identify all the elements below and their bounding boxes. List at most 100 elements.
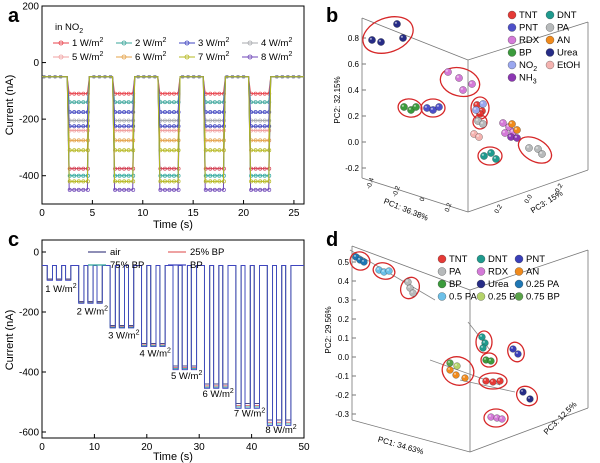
a-marker [217,148,222,153]
a-marker [162,173,167,178]
d-ytick-label: -0.1 [335,372,349,381]
b-legend-label: TNT [519,10,538,21]
a-marker [217,110,222,115]
b-legend-label: DNT [557,10,577,21]
a-marker [212,187,217,192]
a-marker [217,173,222,178]
b-legend-marker [507,10,517,20]
a-marker [113,166,118,171]
a-marker [267,179,272,184]
a-marker [113,179,118,184]
a-marker [267,187,272,192]
b-point [538,150,546,158]
a-marker [212,110,217,115]
d-legend-marker [476,267,486,276]
a-marker [72,138,77,143]
a-marker [172,166,176,171]
a-marker [212,166,217,171]
a-marker [117,148,122,153]
a-marker [81,187,86,192]
b-point-highlight [460,87,463,90]
a-marker [258,187,263,192]
b-point-highlight [475,118,478,121]
b-point-highlight [400,35,403,38]
a-marker [172,148,176,153]
a-marker [85,179,90,184]
panel-a-chart: 0 5 10 15 20 25 200 0 -200 -400 in NO2 1 W/m2 2 W/… [4,2,305,231]
b-point-highlight [471,131,474,134]
a-marker [172,91,176,96]
a-marker [81,110,86,115]
a-marker [249,173,254,178]
d-point [409,289,417,297]
b-point [508,120,516,128]
d-point-highlight [498,378,500,381]
a-marker [221,179,226,184]
b-ztick-label: 0.0 [523,193,534,205]
a-marker [203,179,208,184]
a-marker [72,148,77,153]
d-point-highlight [491,379,493,382]
a-marker [262,138,267,143]
d-ytick-label: 0.0 [338,353,350,362]
d-point-highlight [483,340,485,343]
a-marker [126,166,131,171]
b-point-highlight [488,150,491,153]
d-point-highlight [521,389,523,392]
b-point-highlight [493,156,496,159]
panel-c-chart: 0 10 20 30 40 50 0 -200 -400 -600 air 25% BP 75% BP… [4,239,310,463]
b-legend-label: NO2 [519,60,537,73]
a-marker [76,110,81,115]
d-ytick-label: 0.1 [338,334,350,343]
a-marker [253,148,258,153]
a-legend-label: 6 W/m2 [135,51,166,63]
d-3d-box [351,245,589,453]
d-point-highlight [480,334,482,337]
a-marker [172,110,176,115]
d-ytick-label: -0.3 [335,410,349,419]
d-point [446,359,454,367]
c-series-line [42,265,304,426]
b-point [501,129,509,137]
b-point [459,86,467,94]
a-marker [172,187,176,192]
d-legend-marker [437,254,447,264]
a-marker [117,124,122,129]
d-legend-label: RDX [488,267,509,278]
d-point-highlight [377,267,379,270]
a-marker [176,179,181,184]
a-marker [117,91,122,96]
a-marker [167,166,172,171]
b-ylabel: PC2: 32.15% [333,76,342,123]
d-point-highlight [500,416,502,419]
b-legend-marker [545,48,555,57]
c-ylabel: Current (nA) [4,310,16,371]
a-marker [117,179,122,184]
b-point [393,20,401,28]
a-marker [76,138,81,143]
d-point-highlight [463,375,465,378]
b-point-highlight [469,81,472,84]
a-xtick-label: 10 [137,208,149,219]
a-marker [67,166,72,171]
b-cluster-ellipse [517,136,553,164]
b-point-highlight [535,146,539,149]
a-marker [253,124,258,129]
d-point-highlight [481,345,483,348]
a-marker [217,166,222,171]
d-cluster-ellipse [441,356,475,386]
a-marker [262,100,267,105]
d-cluster-ellipse [349,251,371,271]
b-point-highlight [430,107,433,110]
d-point-highlight [516,351,518,354]
a-marker [217,100,222,105]
a-xtick-label: 15 [188,208,200,219]
c-annotation: 6 W/m2 [202,388,233,400]
b-point-highlight [424,105,427,108]
b-point-highlight [394,21,397,24]
d-point [489,378,497,386]
panel-b-chart: 0.80.60.40.20.0-0.2 PC2: 32.15% PC1: 36.… [333,10,589,223]
a-legend-marker [184,54,190,60]
d-point [509,345,517,353]
a-marker [76,128,81,133]
